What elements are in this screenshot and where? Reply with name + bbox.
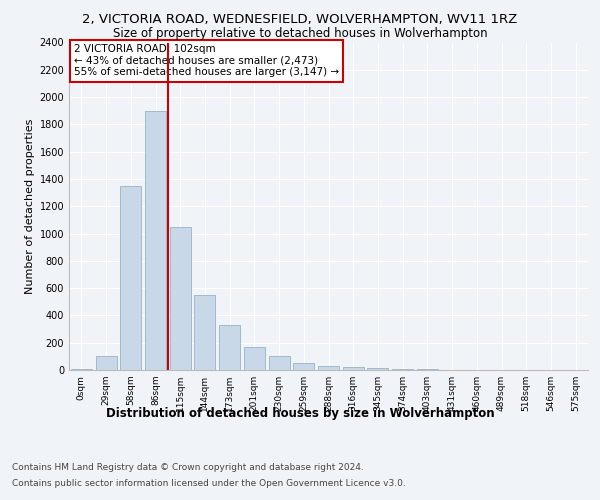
Bar: [269, 356, 290, 370]
Bar: [318, 366, 339, 370]
Bar: [120, 186, 141, 370]
Bar: [343, 368, 364, 370]
Bar: [244, 348, 265, 370]
Bar: [170, 226, 191, 370]
Y-axis label: Number of detached properties: Number of detached properties: [25, 118, 35, 294]
Bar: [392, 368, 413, 370]
Text: Distribution of detached houses by size in Wolverhampton: Distribution of detached houses by size …: [106, 408, 494, 420]
Text: Contains public sector information licensed under the Open Government Licence v3: Contains public sector information licen…: [12, 479, 406, 488]
Text: Contains HM Land Registry data © Crown copyright and database right 2024.: Contains HM Land Registry data © Crown c…: [12, 462, 364, 471]
Bar: [95, 356, 116, 370]
Bar: [417, 369, 438, 370]
Text: 2 VICTORIA ROAD: 102sqm
← 43% of detached houses are smaller (2,473)
55% of semi: 2 VICTORIA ROAD: 102sqm ← 43% of detache…: [74, 44, 340, 78]
Text: 2, VICTORIA ROAD, WEDNESFIELD, WOLVERHAMPTON, WV11 1RZ: 2, VICTORIA ROAD, WEDNESFIELD, WOLVERHAM…: [82, 12, 518, 26]
Text: Size of property relative to detached houses in Wolverhampton: Size of property relative to detached ho…: [113, 28, 487, 40]
Bar: [293, 363, 314, 370]
Bar: [367, 368, 388, 370]
Bar: [145, 110, 166, 370]
Bar: [219, 325, 240, 370]
Bar: [194, 295, 215, 370]
